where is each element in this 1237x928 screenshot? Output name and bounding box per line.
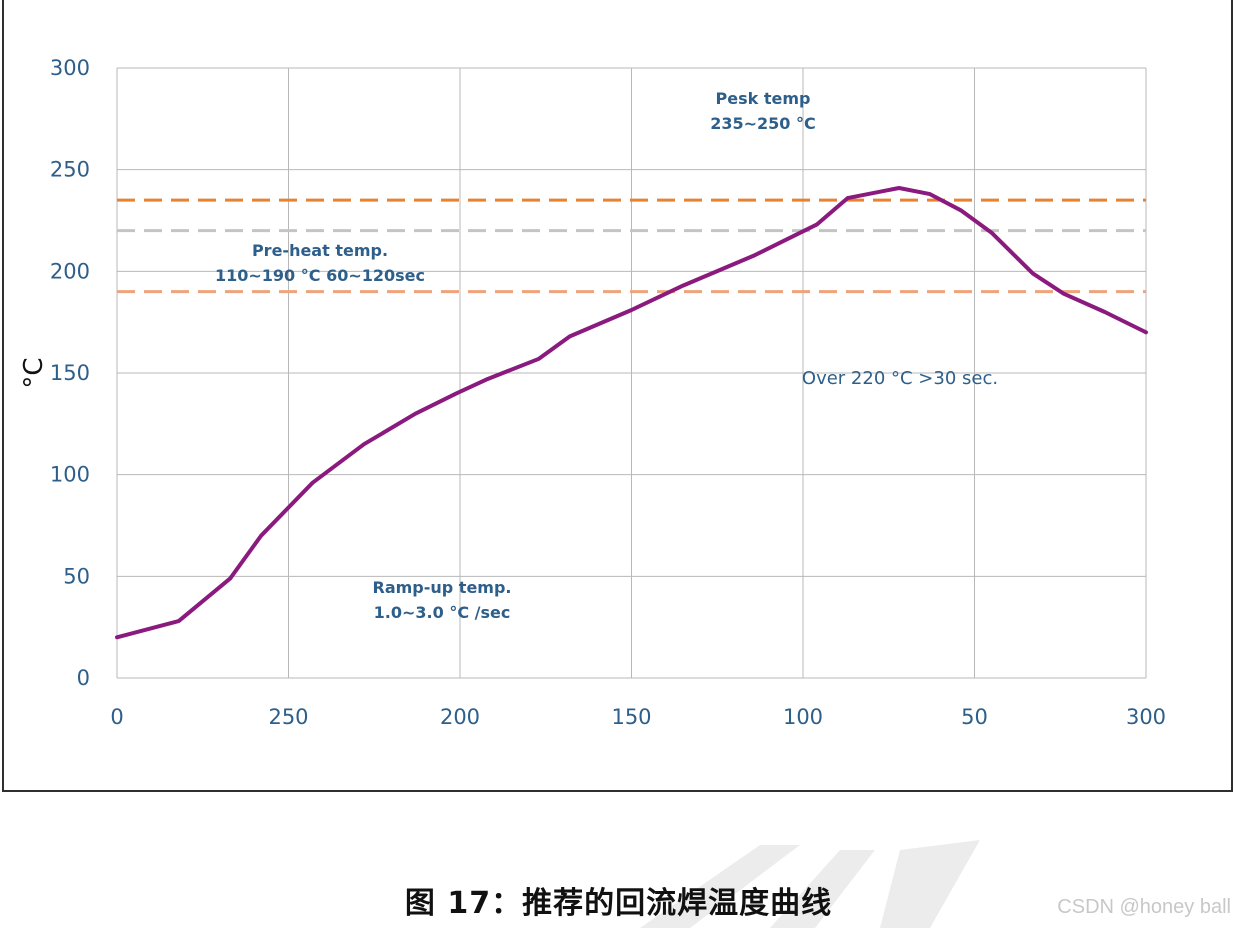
x-tick-label-6: 300 <box>1126 705 1166 729</box>
x-tick-labels: 0 250 200 150 100 50 300 <box>110 705 1166 729</box>
y-axis-label: °C <box>19 357 49 388</box>
x-tick-label-3: 150 <box>611 705 651 729</box>
x-tick-label-0: 0 <box>110 705 123 729</box>
annotation-ramp-line-0: Ramp-up temp. <box>373 578 512 597</box>
annotation-peak-line-0: Pesk temp <box>716 89 811 108</box>
csdn-watermark: CSDN @honey ball <box>1057 896 1231 918</box>
grid-lines <box>116 67 1147 679</box>
temperature-curve-line <box>115 186 1148 640</box>
y-tick-label-150: 150 <box>50 361 90 385</box>
y-tick-label-250: 250 <box>50 158 90 182</box>
annotation-preheat-line-0: Pre-heat temp. <box>252 241 388 260</box>
x-tick-label-2: 200 <box>440 705 480 729</box>
annotation-peak-line-1: 235~250 °C <box>710 114 816 133</box>
x-tick-label-1: 250 <box>268 705 308 729</box>
annotation-over-line-0: Over 220 °C >30 sec. <box>802 368 998 389</box>
y-tick-label-50: 50 <box>63 564 90 588</box>
y-tick-label-100: 100 <box>50 463 90 487</box>
y-tick-label-0: 0 <box>77 666 90 690</box>
y-tick-label-200: 200 <box>50 259 90 283</box>
reference-lines <box>117 198 1146 294</box>
annotation-preheat-line-1: 110~190 °C 60~120sec <box>215 266 425 285</box>
figure-caption: 图 17：推荐的回流焊温度曲线 <box>404 886 833 921</box>
chart-frame <box>2 0 1233 792</box>
reflow-chart: 0 50 100 150 200 250 300 0 250 200 150 100 50 300 °C… <box>19 56 1166 729</box>
y-tick-labels: 0 50 100 150 200 250 300 <box>50 56 90 690</box>
annotation-ramp-line-1: 1.0~3.0 °C /sec <box>374 603 511 622</box>
x-tick-label-5: 50 <box>961 705 988 729</box>
x-tick-label-4: 100 <box>783 705 823 729</box>
y-tick-label-300: 300 <box>50 56 90 80</box>
annotations: Pesk temp 235~250 °C Pre-heat temp. 110~190… <box>215 89 998 622</box>
